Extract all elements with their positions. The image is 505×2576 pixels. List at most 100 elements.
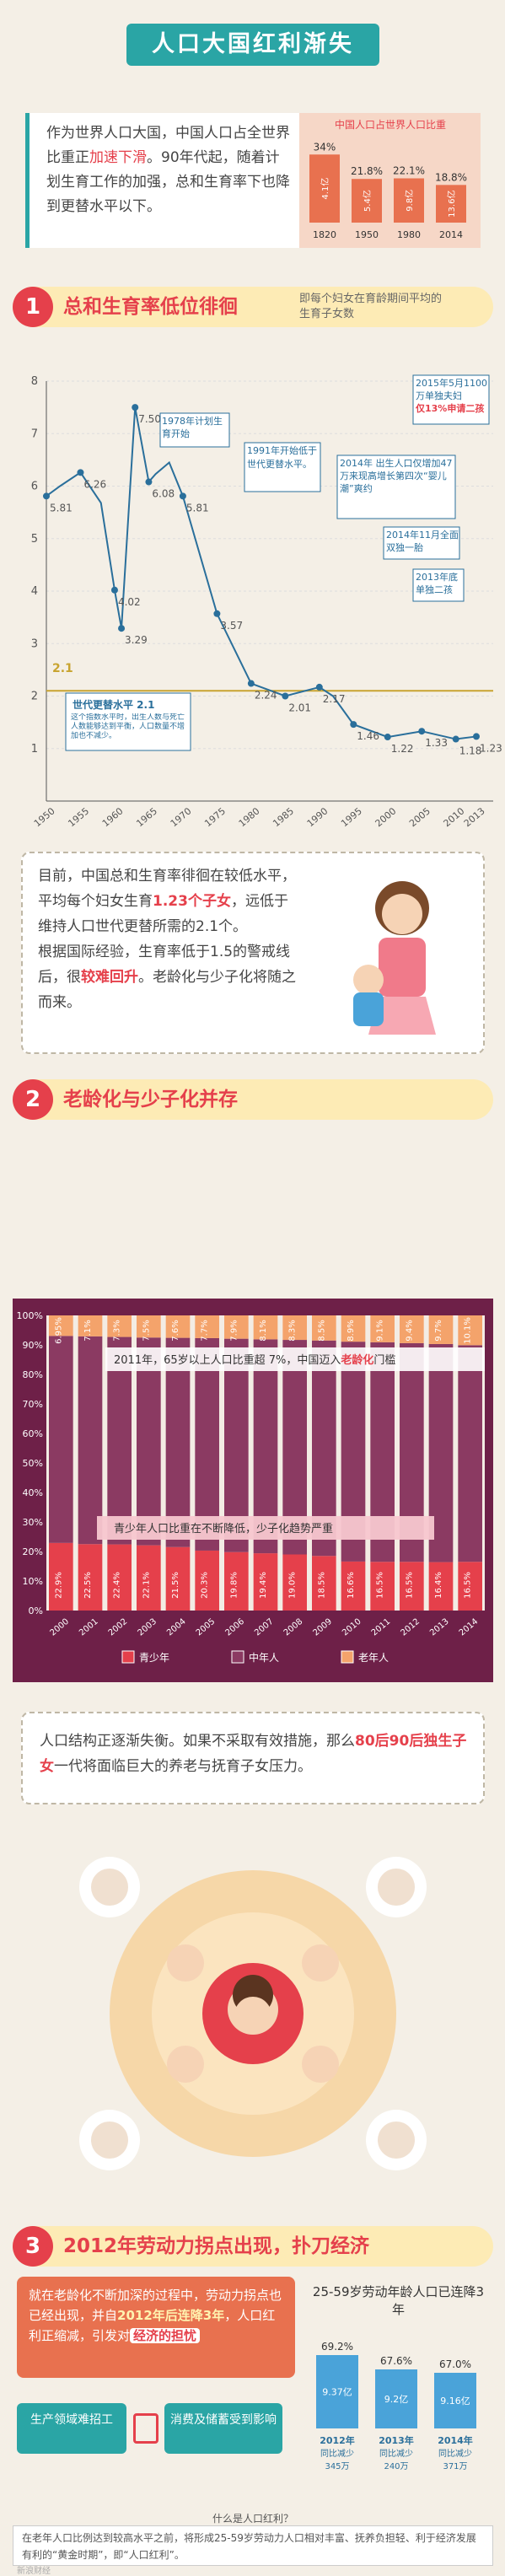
labor-text-a: 就在老龄化不断加深的过程中，劳动力拐点也已经出现，并自 xyxy=(29,2288,282,2323)
fertility-point-1955 xyxy=(77,469,84,476)
age-bar-中年人-2003 xyxy=(137,1337,161,1546)
youth-value-label: 22.1% xyxy=(142,1572,151,1599)
fertility-point-1963 xyxy=(132,404,139,411)
fertility-point-label: 1.46 xyxy=(357,730,379,742)
legend-swatch-老年人 xyxy=(341,1650,354,1664)
age-y-tick: 30% xyxy=(23,1517,43,1528)
mother-child-illustration xyxy=(353,881,436,1035)
share-bar-1950 xyxy=(352,179,382,223)
labor-bar-label: 9.16亿 xyxy=(440,2396,470,2407)
age-bar-中年人-2014 xyxy=(458,1345,482,1562)
age-chart-top-note: 2011年，65岁以上人口比重超 7%，中国迈入 xyxy=(114,1353,341,1367)
age-bar-青少年-2003 xyxy=(137,1545,161,1611)
youth-value-label: 16.5% xyxy=(405,1572,414,1599)
youth-value-label: 22.4% xyxy=(113,1572,122,1599)
age-bar-青少年-2010 xyxy=(341,1561,366,1611)
intro-highlight: 加速下滑 xyxy=(89,149,147,166)
fertility-point-label: 1.33 xyxy=(425,737,448,749)
youth-value-label: 16.4% xyxy=(434,1572,443,1599)
x-tick-label: 2010 xyxy=(442,805,467,829)
fertility-point-label: 6.26 xyxy=(83,478,106,490)
fertility-point-1965 xyxy=(145,478,153,486)
labor-x-label-line3: 345万 xyxy=(325,2462,349,2471)
youth-value-label: 16.5% xyxy=(464,1572,473,1599)
labor-x-label-line1: 2012年 xyxy=(320,2434,355,2446)
age-y-tick: 20% xyxy=(23,1546,43,1557)
age-bar-老年人-2004 xyxy=(165,1315,191,1338)
age-bar-青少年-2013 xyxy=(428,1562,454,1611)
fertility-point-1961 xyxy=(118,625,126,632)
age-bar-中年人-2000 xyxy=(49,1336,73,1543)
page-title: 人口大国红利渐失 xyxy=(126,24,379,66)
age-y-tick: 90% xyxy=(23,1340,43,1351)
youth-value-label: 16.6% xyxy=(347,1572,356,1599)
section2-header: 2 老龄化与少子化并存 xyxy=(13,1079,493,1120)
labor-x-label-line1: 2014年 xyxy=(438,2434,473,2446)
labor-value-label: 67.6% xyxy=(380,2355,412,2367)
labor-x-label-line2: 同比减少 xyxy=(379,2449,413,2459)
footer-definition: 在老年人口比例达到较高水平之前，将形成25-59岁劳动力人口相对丰富、抚养负担轻… xyxy=(13,2525,493,2566)
age-bar-青少年-2011 xyxy=(370,1562,395,1611)
population-share-chart-title: 中国人口占世界人口比重 xyxy=(335,118,446,131)
youth-value-label: 22.9% xyxy=(54,1572,63,1599)
fertility-rate-chart: 1 2 3 4 5 6 7 8 1950 1955 1960 1965 1970 1975 1980 1985… xyxy=(31,374,502,829)
fertility-point-label: 3.29 xyxy=(125,634,148,646)
age-year-label: 2005 xyxy=(195,1617,218,1638)
y-tick-label: 1 xyxy=(31,743,38,756)
intro-box: 作为世界人口大国，中国人口占全世界比重正加速下滑。90年代起，随着计划生育工作的… xyxy=(25,113,481,248)
x-tick-label: 1990 xyxy=(305,805,330,829)
share-bar-label: 9.8亿 xyxy=(404,190,415,212)
age-y-tick: 50% xyxy=(23,1458,43,1469)
y-tick-label: 8 xyxy=(31,375,38,388)
age-bar-老年人-2009 xyxy=(312,1315,336,1341)
age-bar-青少年-2004 xyxy=(165,1546,191,1611)
card1-p1b: ，远低于维持人口世代更替所需的2.1个。 xyxy=(38,893,288,935)
intro-text-part2: 。90年代起，随着计划生育工作的加强，总和生育率下也降到更替水平以下。 xyxy=(46,149,290,215)
fertility-point-label: 2.17 xyxy=(323,693,346,705)
age-bar-中年人-2001 xyxy=(78,1336,103,1545)
age-year-label: 2007 xyxy=(253,1617,276,1638)
share-bar-label: 5.4亿 xyxy=(362,190,373,212)
fertility-point-label: 2.24 xyxy=(255,690,277,702)
youth-value-label: 21.5% xyxy=(171,1572,180,1599)
age-bar-青少年-2001 xyxy=(78,1544,103,1611)
card2-p1: 人口结构正逐渐失衡。如果不采取有效措施，那么 xyxy=(40,1733,355,1750)
fertility-point-label: 4.02 xyxy=(118,596,141,608)
fertility-point-1995 xyxy=(350,721,357,729)
age-year-label: 2006 xyxy=(223,1617,246,1638)
share-bar-1980 xyxy=(394,178,424,223)
elderly-value-label: 8.1% xyxy=(259,1320,268,1341)
labor-bar-2 xyxy=(434,2373,476,2428)
labor-x-label-line3: 371万 xyxy=(443,2462,467,2471)
svg-text:2011年，65岁以上人口比重超 7%，中国迈入老龄化门槛: 2011年，65岁以上人口比重超 7%，中国迈入老龄化门槛 xyxy=(114,1353,395,1367)
share-bar-1820 xyxy=(309,154,340,223)
fertility-point-label: 2.01 xyxy=(288,702,311,714)
age-bar-青少年-2008 xyxy=(282,1554,307,1611)
age-bar-老年人-2000 xyxy=(49,1315,73,1336)
section1-number: 1 xyxy=(13,287,53,327)
share-bar-label: 4.1亿 xyxy=(320,178,330,200)
imbalance-text: 人口结构正逐渐失衡。如果不采取有效措施，那么80后90后独生子女一代将面临巨大的… xyxy=(40,1729,470,1779)
labor-x-label-line1: 2013年 xyxy=(379,2434,414,2446)
labor-bar-0 xyxy=(316,2355,358,2428)
legend-swatch-青少年 xyxy=(121,1650,135,1664)
elderly-value-label: 7.3% xyxy=(113,1320,122,1341)
footer-question: 什么是人口红利？ xyxy=(169,2511,337,2528)
share-value-label: 22.1% xyxy=(393,165,425,177)
fertility-point-2013 xyxy=(473,733,480,740)
intro-text-part1: 作为世界人口大国，中国人口占全世界比重正 xyxy=(46,125,290,166)
labor-box-recruit: 生产领域难招工 xyxy=(17,2403,126,2454)
imbalance-card: 人口结构正逐渐失衡。如果不采取有效措施，那么80后90后独生子女一代将面临巨大的… xyxy=(21,1712,485,1804)
bracket-connector xyxy=(133,2413,158,2444)
age-year-label: 2012 xyxy=(399,1617,422,1638)
section3-number: 3 xyxy=(13,2226,53,2267)
fertility-point-1980 xyxy=(247,680,255,687)
section2-title: 老龄化与少子化并存 xyxy=(63,1089,238,1111)
elderly-value-label: 9.4% xyxy=(405,1320,414,1341)
age-bar-青少年-2009 xyxy=(312,1556,336,1611)
age-y-tick: 60% xyxy=(23,1428,43,1439)
age-structure-chart: 0% 10% 20% 30% 40% 50% 60% 70% 80% 90% 100% 6.95% 2… xyxy=(13,1299,493,1682)
labor-text-b: ，人口红利正缩减，引发对 xyxy=(29,2308,276,2343)
section3-title: 2012年劳动力拐点出现，扑刀经济 xyxy=(63,2235,370,2257)
share-value-label: 34% xyxy=(314,141,336,153)
